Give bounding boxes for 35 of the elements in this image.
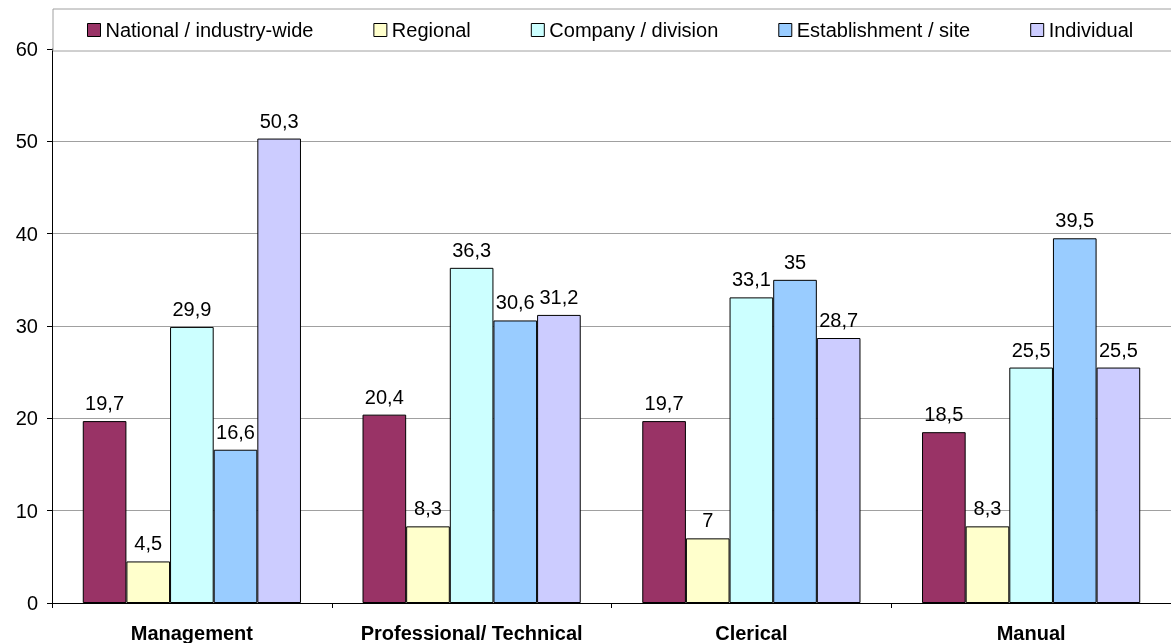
x-tick-label: Professional/ Technical [360, 622, 583, 643]
data-label: 30,6 [495, 291, 535, 314]
data-label: 33,1 [731, 268, 771, 291]
data-label: 36,3 [452, 238, 492, 261]
x-tick-label: Clerical [715, 622, 788, 643]
data-label: 19,7 [85, 392, 125, 415]
data-label: 31,2 [539, 285, 579, 308]
data-label: 18,5 [924, 403, 964, 426]
data-label: 39,5 [1055, 209, 1095, 232]
y-tick-label: 20 [15, 407, 38, 430]
data-label: 4,5 [134, 532, 163, 555]
data-label: 19,7 [644, 392, 684, 415]
y-tick-label: 40 [15, 222, 38, 245]
legend-label: Individual [1048, 19, 1134, 41]
y-tick-label: 30 [15, 315, 38, 337]
data-label: 7 [702, 509, 714, 532]
data-label: 8,3 [414, 497, 442, 520]
data-label: 35 [783, 250, 807, 273]
legend-label: Establishment / site [796, 19, 971, 41]
y-tick-label: 0 [26, 592, 38, 614]
data-label: 20,4 [364, 385, 404, 408]
data-label: 16,6 [216, 420, 255, 443]
data-label: 28,7 [819, 309, 859, 331]
data-label: 8,3 [973, 497, 1002, 520]
y-tick-label: 10 [15, 499, 38, 522]
data-label: 25,5 [1098, 338, 1138, 361]
legend-label: National / industry-wide [105, 19, 314, 41]
legend-label: Regional [391, 19, 471, 41]
y-tick-label: 60 [15, 38, 38, 60]
data-label: 50,3 [259, 109, 299, 132]
data-label: 29,9 [172, 297, 212, 320]
y-tick-label: 50 [15, 130, 38, 153]
x-tick-label: Manual [996, 622, 1066, 643]
data-label: 25,5 [1011, 338, 1051, 361]
legend-label: Company / division [549, 19, 719, 41]
